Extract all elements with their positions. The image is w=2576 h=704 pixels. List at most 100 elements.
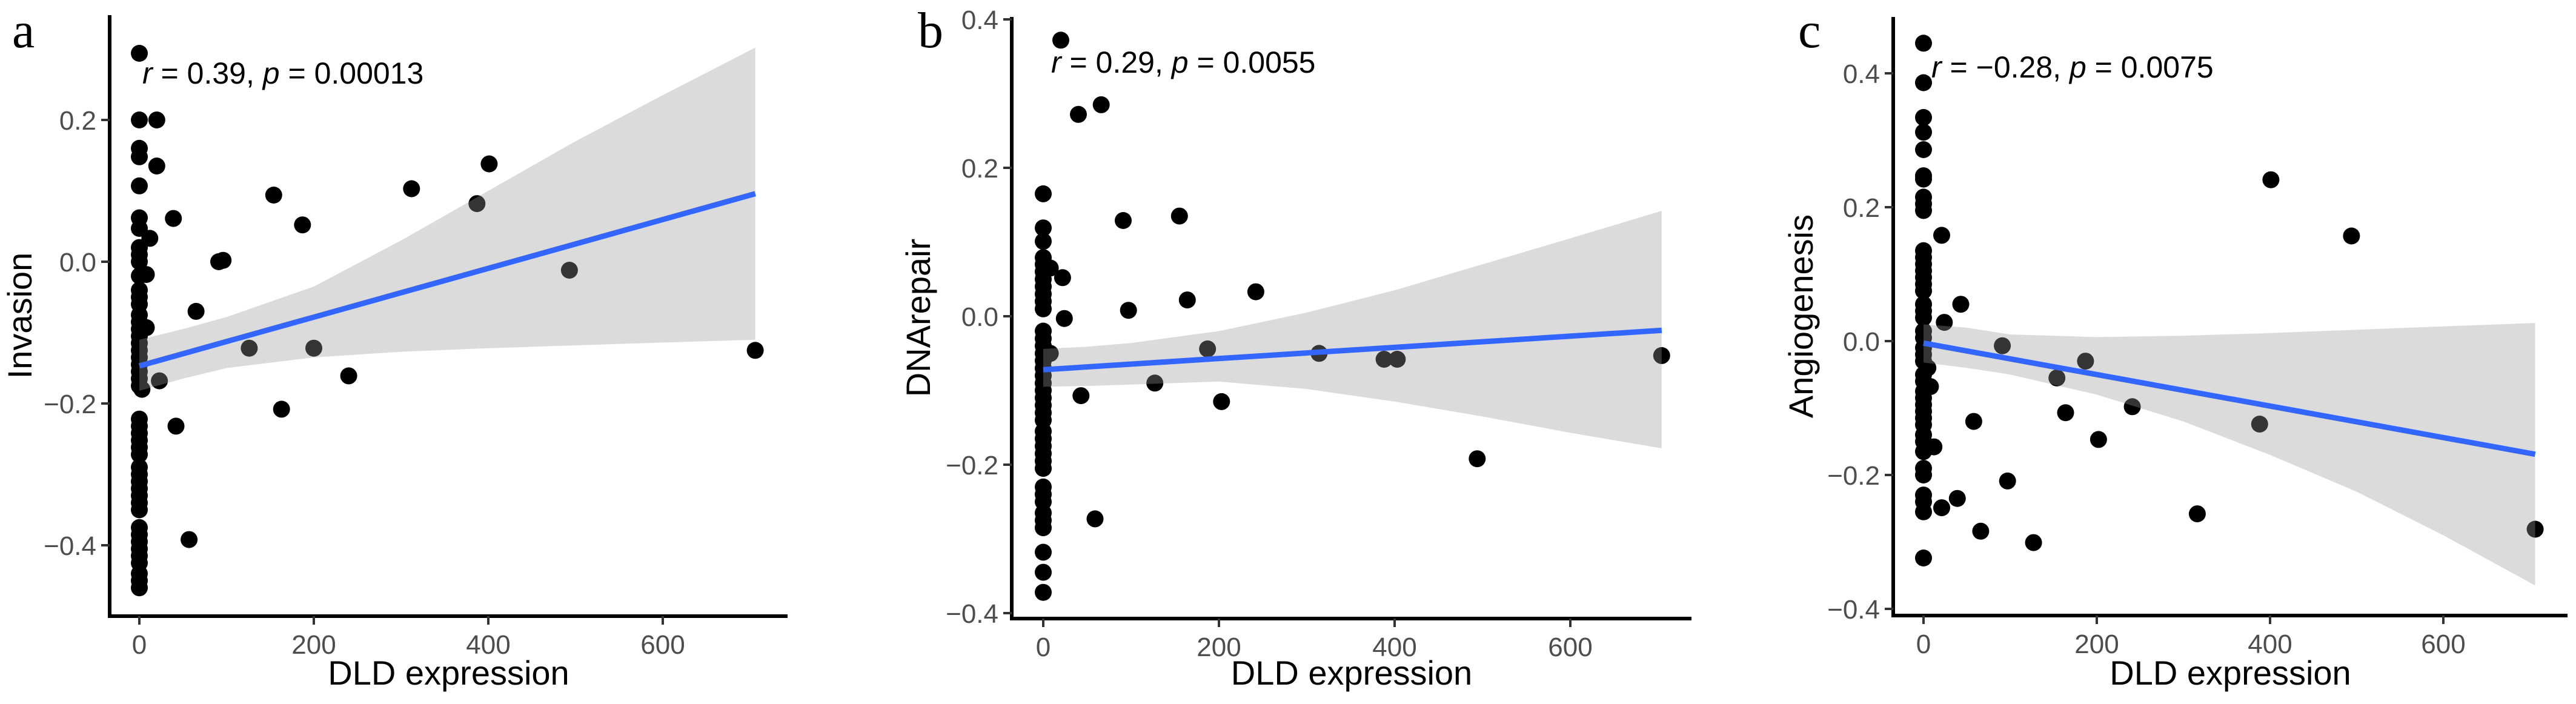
data-point: [131, 177, 148, 194]
y-tick-label: −0.4: [1827, 595, 1880, 625]
data-point: [2123, 398, 2141, 416]
regression-line: [138, 191, 756, 369]
panel-a: 0 200 400 600 −0.4 −0.2 0.0 0.2 DLD expression In…: [1, 2, 788, 692]
data-point: [340, 367, 357, 385]
data-point: [1170, 207, 1188, 225]
equals-sign: =: [1061, 45, 1096, 79]
data-point: [1035, 300, 1052, 317]
data-point: [1965, 413, 1982, 430]
data-point: [1092, 96, 1110, 113]
data-point: [133, 380, 151, 398]
x-axis-title: DLD expression: [328, 654, 569, 692]
separator: ,: [246, 56, 263, 90]
y-tick-label: 0.0: [961, 302, 998, 332]
data-point: [1035, 543, 1052, 561]
y-tick-label: 0.0: [1843, 327, 1880, 357]
data-point: [1041, 259, 1059, 277]
data-point: [138, 266, 155, 284]
data-point: [403, 180, 420, 198]
data-point: [1389, 351, 1406, 368]
data-point: [181, 531, 198, 548]
data-point: [131, 111, 148, 128]
x-tick-label: 0: [132, 630, 147, 660]
data-point: [1469, 450, 1486, 468]
data-points: [131, 45, 764, 597]
correlation-annotation: r = 0.39, p = 0.00013: [142, 56, 423, 90]
panel-letter: c: [1798, 2, 1821, 59]
panel-letter: a: [12, 2, 35, 59]
p-symbol: p: [1170, 45, 1189, 79]
x-tick-label: 0: [1916, 629, 1931, 659]
data-point: [1915, 108, 1932, 126]
y-axis-title: Angiogenesis: [1782, 214, 1820, 418]
data-point: [131, 45, 148, 62]
regression-line: [1043, 327, 1662, 373]
data-point: [1653, 347, 1670, 364]
data-point: [1115, 212, 1132, 229]
data-point: [1915, 141, 1932, 158]
data-point: [2048, 369, 2066, 387]
data-point: [560, 262, 578, 279]
data-point: [746, 342, 764, 359]
data-point: [1999, 472, 2016, 490]
data-point: [1247, 283, 1264, 301]
data-point: [1146, 374, 1164, 392]
p-value: 0.0075: [2121, 50, 2214, 84]
data-point: [1035, 563, 1052, 581]
equals-sign: =: [153, 56, 187, 90]
data-point: [131, 253, 148, 270]
r-value: 0.39: [187, 56, 246, 90]
r-value: −0.28: [1976, 50, 2053, 84]
r-symbol: r: [1931, 50, 1943, 84]
data-point: [2343, 227, 2360, 245]
panel-c: 0 200 400 600 −0.4 −0.2 0.0 0.2 0.4 DLD expressio…: [1782, 2, 2568, 692]
y-tick-label: −0.4: [946, 599, 998, 629]
data-point: [148, 111, 165, 128]
x-tick-label: 600: [1548, 633, 1592, 662]
x-tick-label: 400: [466, 630, 510, 660]
data-point: [131, 501, 148, 519]
data-point: [131, 148, 148, 165]
data-point: [1199, 340, 1217, 357]
data-point: [468, 195, 486, 213]
data-point: [1915, 170, 1932, 188]
confidence-band: [1924, 323, 2535, 586]
data-point: [1915, 202, 1932, 219]
data-point: [1915, 550, 1932, 566]
x-tick-label: 200: [1197, 633, 1241, 662]
data-point: [1915, 467, 1932, 483]
y-axis-title: Invasion: [1, 253, 39, 379]
separator: ,: [2053, 50, 2070, 84]
correlation-annotation: r = 0.29, p = 0.0055: [1051, 45, 1316, 79]
confidence-band: [139, 47, 755, 391]
r-value: 0.29: [1096, 45, 1155, 79]
data-point: [148, 158, 165, 174]
data-point: [2251, 416, 2268, 433]
data-point: [1933, 499, 1950, 517]
p-value: 0.0055: [1223, 45, 1316, 79]
data-point: [1915, 124, 1932, 141]
data-point: [1035, 583, 1052, 601]
data-point: [1915, 443, 1932, 460]
y-tick-label: 0.4: [1843, 59, 1880, 89]
x-axis-title: DLD expression: [1231, 654, 1472, 692]
y-tick-label: 0.2: [1843, 193, 1880, 223]
data-point: [165, 210, 182, 227]
data-point: [1120, 302, 1137, 319]
equals-sign: =: [1942, 50, 1976, 84]
data-point: [1915, 503, 1932, 520]
data-point: [151, 372, 168, 390]
data-point: [1915, 309, 1932, 327]
y-tick-label: −0.2: [44, 390, 96, 419]
y-tick-label: 0.2: [961, 154, 998, 184]
data-point: [1052, 32, 1069, 49]
data-point: [1070, 105, 1087, 123]
data-point: [294, 216, 311, 234]
data-point: [2025, 534, 2042, 551]
confidence-band: [1043, 211, 1662, 449]
x-tick-label: 200: [291, 630, 336, 660]
data-point: [480, 155, 498, 173]
data-point: [1035, 219, 1052, 237]
y-tick-label: 0.4: [961, 5, 998, 35]
separator: ,: [1155, 45, 1172, 79]
